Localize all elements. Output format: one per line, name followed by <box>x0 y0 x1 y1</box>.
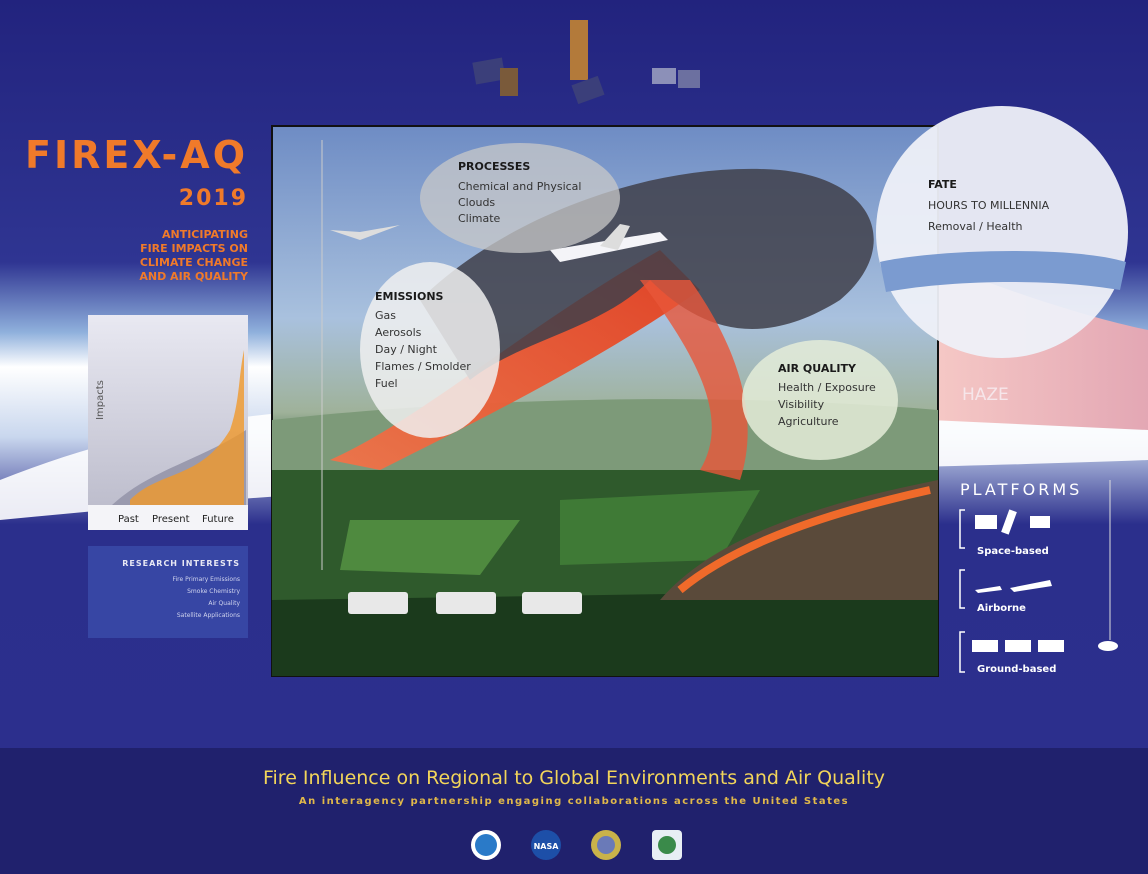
footer-subtitle: An interagency partnership engaging coll… <box>299 796 849 807</box>
emissions-item: Flames / Smolder <box>375 360 471 373</box>
impacts-axis-label: Impacts <box>95 380 106 420</box>
processes-bubble <box>420 143 620 253</box>
impacts-category: Past <box>118 514 139 525</box>
platform-group: Ground-based <box>977 664 1056 675</box>
processes-item: Clouds <box>458 196 495 209</box>
nasa-logo-text: NASA <box>534 842 560 851</box>
research-item: Air Quality <box>208 600 240 607</box>
research-item: Smoke Chemistry <box>187 588 240 595</box>
emissions-title: EMISSIONS <box>375 290 444 303</box>
footer-band <box>0 748 1148 874</box>
research-item: Satellite Applications <box>177 612 240 619</box>
impacts-flames <box>130 350 244 505</box>
research-item: Fire Primary Emissions <box>172 576 240 583</box>
tagline: AND AIR QUALITY <box>139 270 249 283</box>
tagline: FIRE IMPACTS ON <box>140 242 248 255</box>
processes-item: Climate <box>458 212 501 225</box>
title: FIREX-AQ <box>25 133 248 177</box>
research-box <box>88 546 248 638</box>
platform-group: Space-based <box>977 546 1049 557</box>
tagline: CLIMATE CHANGE <box>140 256 248 269</box>
satellites <box>472 20 700 105</box>
processes-title: PROCESSES <box>458 160 530 173</box>
haze-label: HAZE <box>962 385 1009 405</box>
emissions-item: Aerosols <box>375 326 422 339</box>
impacts-category: Future <box>202 514 234 525</box>
air-quality-title: AIR QUALITY <box>778 362 857 375</box>
platform-icons <box>972 509 1118 652</box>
logos <box>471 830 682 860</box>
impacts-axis-band <box>88 505 248 530</box>
processes-item: Chemical and Physical <box>458 180 581 193</box>
impacts-category: Present <box>152 514 190 525</box>
fate-bubble <box>876 106 1128 358</box>
emissions-item: Fuel <box>375 377 398 390</box>
platforms-title: PLATFORMS <box>960 480 1082 499</box>
platform-group: Airborne <box>977 603 1026 614</box>
fate-item: HOURS TO MILLENNIA <box>928 199 1050 212</box>
air-quality-bubble <box>742 340 898 460</box>
platform-brackets <box>959 509 965 673</box>
emissions-item: Gas <box>375 309 396 322</box>
air-quality-item: Health / Exposure <box>778 381 876 394</box>
year: 2019 <box>179 186 248 211</box>
research-title: RESEARCH INTERESTS <box>122 559 240 568</box>
emissions-item: Day / Night <box>375 343 438 356</box>
emissions-bubble <box>360 262 500 438</box>
air-quality-item: Visibility <box>778 398 825 411</box>
tagline: ANTICIPATING <box>162 228 248 241</box>
air-quality-item: Agriculture <box>778 415 839 428</box>
fate-title: FATE <box>928 178 957 191</box>
fate-item: Removal / Health <box>928 220 1023 233</box>
fate-layer <box>880 251 1126 292</box>
footer-title: Fire Influence on Regional to Global Env… <box>263 767 885 789</box>
